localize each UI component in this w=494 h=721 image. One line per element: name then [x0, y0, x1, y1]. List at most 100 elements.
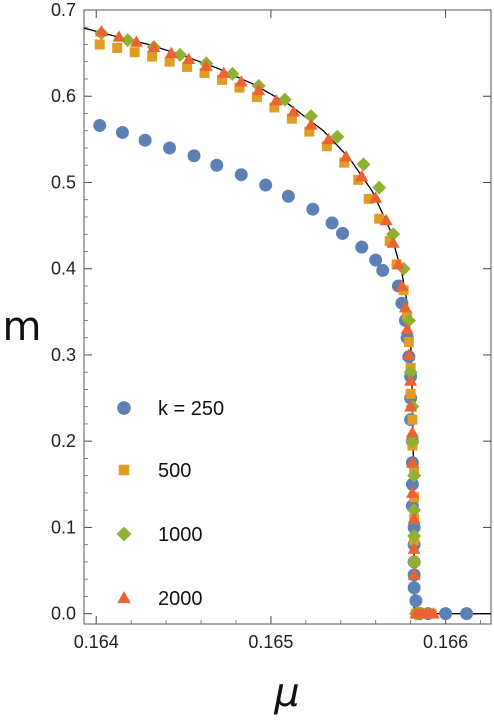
point-diamond	[304, 109, 319, 124]
point-triangle	[407, 568, 421, 580]
point-triangle	[398, 301, 412, 313]
point-diamond	[277, 92, 292, 107]
y-tick-label-2: 0.2	[51, 431, 76, 451]
point-triangle	[217, 66, 231, 78]
x-axis-title: μ	[273, 670, 299, 716]
point-square	[363, 193, 374, 204]
y-tick-label-0: 0.0	[51, 604, 76, 624]
point-triangle	[405, 486, 419, 498]
point-triangle	[426, 607, 440, 619]
point-triangle	[405, 456, 419, 468]
point-diamond	[173, 47, 188, 62]
point-square	[405, 388, 416, 399]
point-triangle	[182, 52, 196, 65]
point-circle	[306, 202, 320, 216]
point-triangle	[322, 132, 336, 145]
point-triangle	[94, 25, 108, 37]
point-diamond	[403, 365, 418, 380]
point-circle	[138, 133, 152, 147]
series-2	[94, 26, 429, 621]
point-circle	[409, 594, 423, 608]
point-square	[286, 113, 297, 124]
point-triangle	[391, 257, 405, 270]
point-square	[216, 74, 227, 85]
point-triangle	[147, 40, 161, 52]
legend-label-1: 500	[158, 460, 191, 482]
point-triangle	[112, 30, 126, 42]
point-circle	[93, 119, 107, 133]
point-triangle	[199, 59, 213, 71]
point-circle	[115, 125, 129, 139]
point-square	[112, 42, 123, 53]
point-circle	[407, 520, 421, 534]
point-square	[384, 236, 395, 247]
point-square	[403, 337, 414, 348]
point-square	[199, 67, 210, 78]
y-axis-title: m	[3, 304, 42, 350]
point-circle	[259, 178, 273, 192]
y-axis: 0.0 0.1 0.2 0.3 0.4 0.5 0.6 0.7	[51, 0, 491, 624]
point-circle	[376, 263, 390, 277]
point-triangle	[164, 46, 178, 58]
point-square	[129, 47, 140, 58]
x-tick-label-2: 0.166	[423, 632, 468, 652]
point-triangle	[287, 105, 301, 117]
point-circle	[369, 253, 383, 267]
point-circle	[163, 141, 177, 155]
point-circle	[234, 168, 248, 182]
y-tick-label-1: 0.1	[51, 517, 76, 537]
point-circle	[355, 240, 369, 254]
legend-label-3: 2000	[158, 588, 203, 610]
point-square	[269, 102, 280, 113]
point-triangle	[304, 118, 318, 130]
x-tick-label-0: 0.164	[74, 632, 119, 652]
point-triangle	[404, 400, 418, 412]
legend-label-0: k = 250	[158, 398, 224, 420]
point-triangle	[355, 169, 369, 182]
point-triangle	[402, 348, 416, 360]
point-circle	[281, 189, 295, 203]
point-triangle	[400, 322, 414, 334]
point-circle	[460, 607, 474, 621]
point-square	[94, 39, 105, 50]
point-circle	[439, 607, 453, 621]
x-tick-label-1: 0.165	[248, 632, 293, 652]
point-diamond	[405, 434, 420, 449]
point-diamond	[401, 313, 416, 328]
point-square	[147, 51, 158, 62]
point-triangle	[379, 213, 393, 226]
legend-marker-square	[118, 464, 130, 476]
point-triangle	[339, 150, 353, 162]
point-circle	[407, 581, 421, 595]
point-triangle	[369, 191, 383, 203]
point-square	[321, 141, 332, 152]
point-diamond	[356, 157, 371, 172]
point-square	[304, 126, 315, 137]
point-triangle	[395, 279, 409, 291]
point-diamond	[407, 468, 422, 483]
legend: k = 250 500 1000 2000	[116, 398, 224, 610]
point-diamond	[407, 554, 422, 569]
series-3	[94, 25, 440, 619]
point-square	[234, 82, 245, 93]
legend-label-2: 1000	[158, 524, 203, 546]
point-triangle	[405, 426, 419, 438]
point-diamond	[407, 529, 422, 544]
plot-frame	[83, 9, 492, 625]
legend-marker-diamond	[116, 526, 132, 542]
point-square	[407, 414, 418, 425]
legend-marker-triangle	[117, 591, 131, 604]
point-triangle	[407, 542, 421, 554]
point-triangle	[404, 374, 418, 386]
point-square	[374, 213, 385, 224]
point-triangle	[407, 512, 421, 524]
y-tick-label-4: 0.4	[51, 259, 76, 279]
point-square	[164, 56, 175, 67]
point-circle	[325, 216, 339, 230]
point-circle	[187, 149, 201, 163]
point-diamond	[120, 33, 135, 48]
point-circle	[210, 158, 224, 172]
point-diamond	[372, 180, 387, 195]
y-tick-label-3: 0.3	[51, 345, 76, 365]
